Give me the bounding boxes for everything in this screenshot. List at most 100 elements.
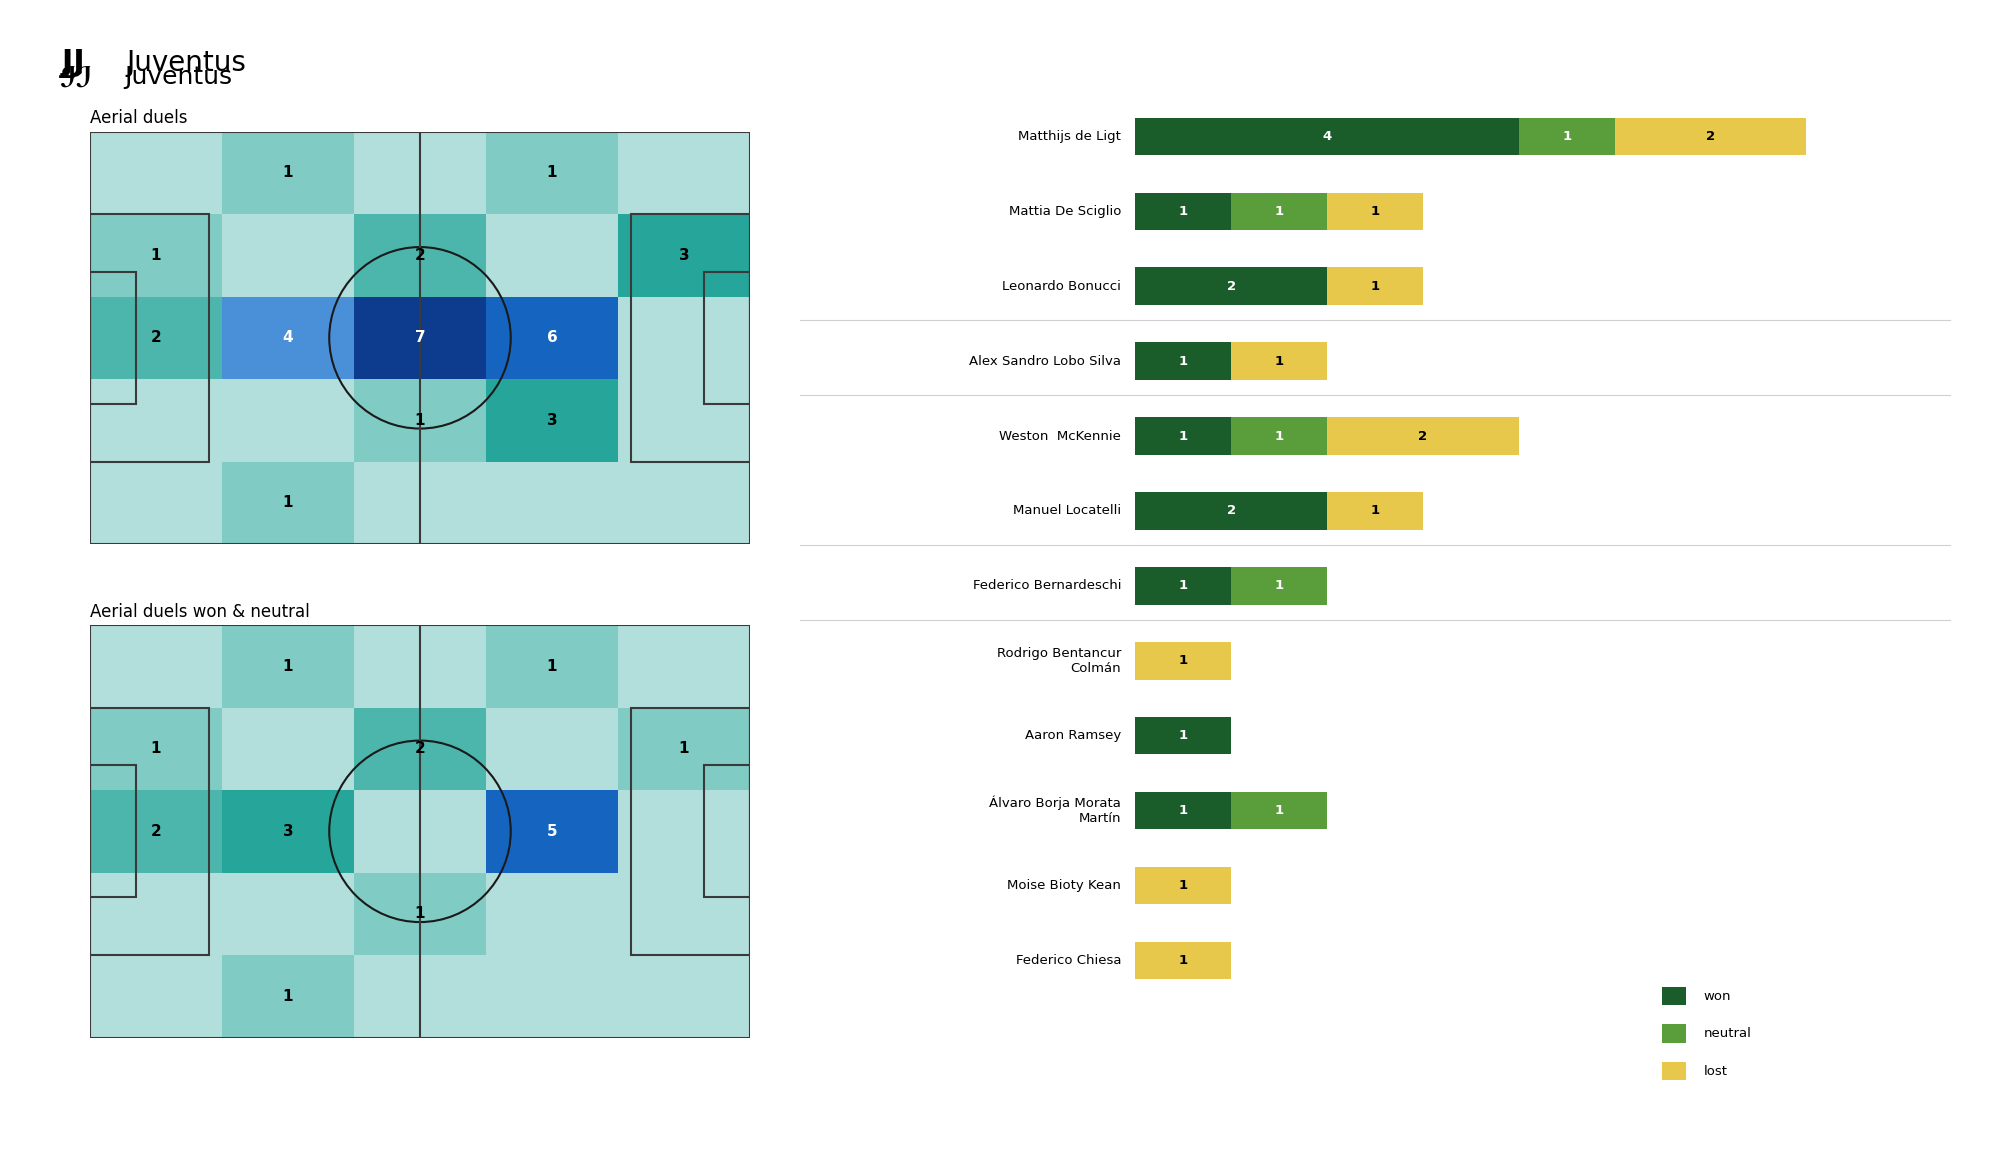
Text: 1: 1 [1178,730,1188,743]
Text: J̲J: J̲J [62,49,86,78]
Text: 4: 4 [282,330,294,345]
Text: Aaron Ramsey: Aaron Ramsey [1024,730,1122,743]
Bar [486,873,618,955]
Text: Weston  McKennie: Weston McKennie [1000,430,1122,443]
Bar [222,214,354,296]
Bar [1136,942,1232,979]
Text: 1: 1 [150,741,162,757]
Text: 2: 2 [414,741,426,757]
Bar [1328,268,1422,304]
Text: Federico Chiesa: Federico Chiesa [1016,954,1122,967]
Text: 3: 3 [282,824,294,839]
Bar [1614,118,1806,155]
Text: 1: 1 [282,659,294,673]
Text: Manuel Locatelli: Manuel Locatelli [1012,504,1122,517]
Bar [1136,118,1518,155]
Bar [1136,342,1232,380]
Bar [1136,642,1232,679]
Bar [1136,568,1232,605]
Bar [618,462,750,544]
Bar [618,790,750,873]
Bar [486,214,618,296]
Text: 2: 2 [1706,129,1714,143]
Bar [1232,342,1328,380]
Text: Moise Bioty Kean: Moise Bioty Kean [1008,879,1122,892]
Bar [486,380,618,462]
Bar [354,707,486,790]
Text: 1: 1 [1178,654,1188,667]
Bar [354,625,486,707]
Text: 1: 1 [1178,430,1188,443]
Text: 1: 1 [1178,579,1188,592]
Bar [90,765,136,898]
Bar [222,707,354,790]
Text: 1: 1 [678,741,690,757]
Bar [618,707,750,790]
Text: 1: 1 [414,906,426,921]
Bar [486,625,618,707]
Text: Federico Bernardeschi: Federico Bernardeschi [972,579,1122,592]
Bar [618,296,750,380]
Text: Leonardo Bonucci: Leonardo Bonucci [1002,280,1122,293]
Text: 2: 2 [1418,430,1428,443]
Bar [222,380,354,462]
Bar [1662,987,1686,1006]
Text: 1: 1 [282,166,294,180]
Bar [354,873,486,955]
Bar [90,790,222,873]
Bar [632,707,750,955]
Text: Alex Sandro Lobo Silva: Alex Sandro Lobo Silva [970,355,1122,368]
Text: Mattia De Sciglio: Mattia De Sciglio [1008,204,1122,217]
Bar [486,462,618,544]
Bar [90,707,208,955]
Text: 1: 1 [1562,129,1572,143]
Text: 3: 3 [546,412,558,428]
Text: won: won [1704,989,1732,1002]
Text: 1: 1 [546,166,558,180]
Text: 1: 1 [1178,355,1188,368]
Bar [90,296,222,380]
Text: Aerial duels: Aerial duels [90,109,188,127]
Bar [618,380,750,462]
Bar [1232,193,1328,230]
Text: 2: 2 [414,248,426,263]
Text: lost: lost [1704,1065,1728,1077]
Bar [354,214,486,296]
Bar [1136,417,1232,455]
Bar [222,296,354,380]
Bar [90,462,222,544]
Bar [90,132,222,214]
Bar [354,955,486,1038]
Text: 1: 1 [1274,430,1284,443]
Bar [618,214,750,296]
Text: Aerial duels won & neutral: Aerial duels won & neutral [90,603,310,620]
Bar [354,462,486,544]
Bar [1328,492,1422,530]
Text: 2: 2 [150,824,162,839]
Text: 1: 1 [1178,204,1188,217]
Bar [1232,417,1328,455]
Text: 1: 1 [1274,804,1284,817]
Bar [1136,867,1232,905]
Text: 6: 6 [546,330,558,345]
Text: ℐℐ: ℐℐ [60,65,94,93]
Bar [90,380,222,462]
Text: Álvaro Borja Morata
Martín: Álvaro Borja Morata Martín [990,795,1122,825]
Bar [1136,268,1328,304]
Text: 1: 1 [1178,954,1188,967]
Text: 1: 1 [150,248,162,263]
Bar [486,707,618,790]
Bar [704,765,750,898]
Text: Juventus: Juventus [126,49,246,78]
Bar [618,873,750,955]
Text: 1: 1 [1370,204,1380,217]
Text: 1: 1 [1370,504,1380,517]
Bar [1328,417,1518,455]
Bar [90,214,222,296]
Bar [1662,1025,1686,1043]
Text: 1: 1 [1370,280,1380,293]
Text: 1: 1 [282,989,294,1003]
Text: 2: 2 [150,330,162,345]
Bar [90,873,222,955]
Bar [354,132,486,214]
